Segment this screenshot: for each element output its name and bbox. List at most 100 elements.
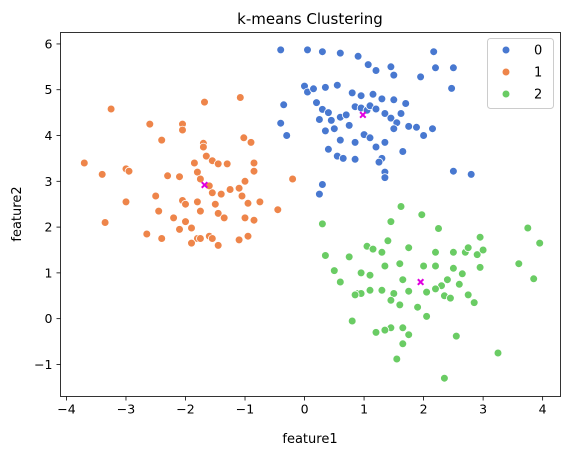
data-point-cluster-2	[318, 219, 327, 229]
data-point-cluster-1	[213, 209, 223, 218]
data-point-cluster-1	[243, 199, 253, 208]
data-point-cluster-0	[431, 63, 440, 73]
data-point-cluster-1	[190, 158, 199, 168]
data-point-cluster-0	[412, 123, 421, 132]
y-tick-label: 3	[45, 174, 53, 189]
data-point-cluster-0	[371, 66, 381, 75]
legend: 0 1 2	[487, 38, 554, 109]
data-point-cluster-1	[246, 138, 256, 147]
data-point-cluster-2	[493, 348, 503, 358]
y-tick-label: 2	[45, 220, 53, 235]
x-axis: −4 −3 −2 −1 0 1 2 3 4	[57, 396, 547, 417]
data-point-cluster-2	[321, 251, 330, 260]
data-point-cluster-1	[157, 234, 167, 243]
data-point-cluster-1	[196, 174, 205, 184]
data-point-cluster-2	[514, 259, 524, 269]
data-point-cluster-0	[309, 84, 318, 94]
data-point-cluster-0	[374, 157, 384, 167]
data-point-cluster-0	[401, 99, 411, 108]
data-point-cluster-1	[243, 231, 253, 241]
data-point-cluster-0	[318, 47, 327, 56]
data-point-cluster-0	[321, 83, 330, 92]
x-tick-label: −1	[236, 402, 254, 417]
data-point-cluster-2	[463, 290, 473, 300]
x-tick-label: −2	[176, 402, 194, 417]
centroid-layer	[201, 111, 425, 286]
data-point-cluster-2	[380, 261, 390, 271]
data-point-cluster-0	[350, 155, 360, 164]
data-point-cluster-1	[208, 234, 217, 243]
data-point-cluster-0	[315, 115, 324, 124]
centroid-marker-0	[359, 111, 367, 119]
data-point-cluster-1	[288, 174, 297, 184]
data-point-cluster-0	[276, 118, 286, 128]
x-tick-label: 1	[360, 402, 368, 417]
data-point-cluster-1	[249, 166, 259, 176]
data-point-cluster-1	[240, 213, 250, 223]
data-point-cluster-2	[377, 248, 387, 257]
data-point-cluster-0	[429, 47, 439, 56]
x-tick-label: 3	[479, 402, 487, 417]
data-point-cluster-0	[386, 62, 396, 72]
data-point-cluster-2	[463, 243, 473, 253]
data-point-cluster-0	[329, 124, 339, 133]
y-tick-label: 4	[45, 128, 53, 143]
data-point-cluster-0	[416, 72, 425, 82]
legend-items: 0 1 2	[501, 44, 542, 103]
data-point-cluster-2	[431, 261, 440, 271]
data-point-cluster-0	[404, 122, 414, 131]
data-point-cluster-2	[396, 202, 406, 211]
data-point-cluster-0	[377, 94, 387, 104]
data-point-cluster-1	[249, 215, 259, 225]
data-point-cluster-2	[443, 275, 452, 285]
data-point-cluster-1	[255, 197, 265, 207]
data-point-cluster-0	[344, 121, 354, 130]
data-point-cluster-1	[236, 93, 245, 102]
data-point-cluster-0	[447, 84, 456, 93]
data-point-cluster-1	[181, 217, 190, 226]
data-point-cluster-2	[529, 274, 538, 284]
y-tick-label: −1	[34, 357, 52, 372]
data-point-cluster-1	[100, 218, 110, 227]
data-point-cluster-0	[303, 45, 312, 55]
x-tick-label: 2	[420, 402, 428, 417]
data-point-cluster-1	[225, 185, 235, 194]
data-point-cluster-0	[371, 104, 381, 114]
data-point-cluster-1	[175, 225, 184, 234]
data-point-cluster-2	[395, 300, 405, 310]
legend-label-1: 1	[534, 66, 542, 81]
data-point-cluster-0	[338, 154, 348, 163]
centroid-marker-2	[417, 278, 425, 286]
data-point-cluster-2	[419, 261, 428, 271]
data-point-cluster-2	[392, 354, 402, 364]
data-point-cluster-1	[234, 235, 244, 245]
data-point-cluster-2	[371, 328, 381, 337]
data-point-cluster-2	[523, 223, 533, 233]
data-point-cluster-2	[398, 275, 408, 285]
y-tick-label: 5	[45, 82, 53, 97]
x-tick-label: −4	[57, 402, 75, 417]
data-point-cluster-1	[142, 229, 152, 239]
data-point-cluster-0	[318, 180, 327, 189]
x-axis-label: feature1	[282, 432, 337, 447]
data-point-cluster-1	[106, 104, 116, 114]
data-point-cluster-0	[315, 189, 324, 199]
data-point-cluster-2	[475, 232, 485, 242]
data-point-cluster-2	[383, 236, 393, 246]
data-point-cluster-2	[356, 268, 366, 278]
data-point-cluster-1	[124, 166, 134, 176]
data-point-cluster-0	[326, 116, 336, 125]
data-point-cluster-0	[332, 80, 342, 90]
data-point-cluster-2	[386, 217, 396, 226]
data-point-cluster-2	[446, 293, 455, 303]
data-point-cluster-1	[196, 206, 205, 216]
data-point-cluster-2	[329, 266, 339, 275]
data-point-cluster-0	[449, 63, 458, 73]
data-point-cluster-0	[396, 109, 406, 118]
data-point-cluster-0	[365, 133, 375, 143]
data-point-cluster-0	[466, 170, 476, 179]
data-point-cluster-0	[380, 109, 390, 118]
data-point-cluster-2	[449, 263, 458, 273]
data-point-cluster-0	[312, 98, 321, 107]
